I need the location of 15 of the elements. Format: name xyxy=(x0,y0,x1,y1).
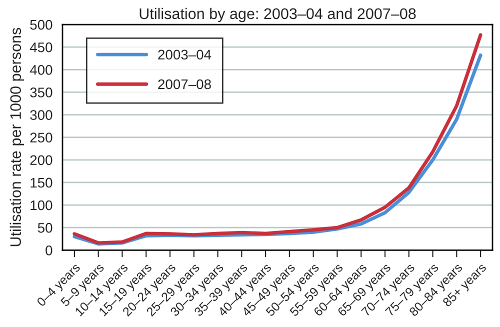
legend-label: 2003–04 xyxy=(158,50,212,60)
y-tick-label: 350 xyxy=(30,88,52,98)
y-tick-label: 150 xyxy=(30,178,52,188)
y-tick-label: 500 xyxy=(30,20,52,30)
y-tick-label: 250 xyxy=(30,132,52,143)
y-axis-title: Utilisation rate per 1000 persons xyxy=(10,28,24,246)
y-tick-label: 50 xyxy=(38,222,52,233)
y-tick-label: 450 xyxy=(30,42,52,52)
legend-label: 2007–08 xyxy=(158,79,211,90)
y-tick-label: 400 xyxy=(30,64,52,75)
chart-title: Utilisation by age: 2003–04 and 2007–08 xyxy=(140,8,416,22)
y-tick-label: 0 xyxy=(46,245,52,256)
y-tick-label: 100 xyxy=(30,200,52,210)
y-tick-label: 200 xyxy=(30,155,52,166)
y-tick-label: 300 xyxy=(30,110,52,120)
